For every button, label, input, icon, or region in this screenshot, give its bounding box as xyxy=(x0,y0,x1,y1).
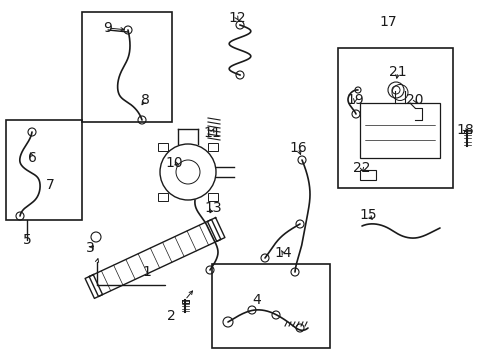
Bar xyxy=(359,103,439,158)
Text: 12: 12 xyxy=(228,11,245,25)
Text: 22: 22 xyxy=(352,161,370,175)
Text: 10: 10 xyxy=(165,156,183,170)
Bar xyxy=(337,48,452,188)
Text: 6: 6 xyxy=(27,151,37,165)
Bar xyxy=(212,264,329,348)
Bar xyxy=(208,193,218,202)
Text: 5: 5 xyxy=(22,233,31,247)
Text: 20: 20 xyxy=(406,93,423,107)
Bar xyxy=(157,143,167,150)
Text: 3: 3 xyxy=(85,241,94,255)
Text: 15: 15 xyxy=(359,208,376,222)
Bar xyxy=(359,170,375,180)
Text: 13: 13 xyxy=(204,201,222,215)
Bar xyxy=(157,193,167,202)
Bar xyxy=(208,143,218,150)
Text: 11: 11 xyxy=(203,126,221,140)
Text: 8: 8 xyxy=(140,93,149,107)
Text: 4: 4 xyxy=(252,293,261,307)
Text: 19: 19 xyxy=(346,93,363,107)
Text: 7: 7 xyxy=(45,178,54,192)
Text: 2: 2 xyxy=(166,309,175,323)
Text: 9: 9 xyxy=(103,21,112,35)
Bar xyxy=(82,12,172,122)
Text: 1: 1 xyxy=(142,265,151,279)
Bar xyxy=(6,120,82,220)
Text: 14: 14 xyxy=(274,246,291,260)
Text: 21: 21 xyxy=(388,65,406,79)
Text: 16: 16 xyxy=(288,141,306,155)
Text: 18: 18 xyxy=(455,123,473,137)
Text: 17: 17 xyxy=(378,15,396,29)
